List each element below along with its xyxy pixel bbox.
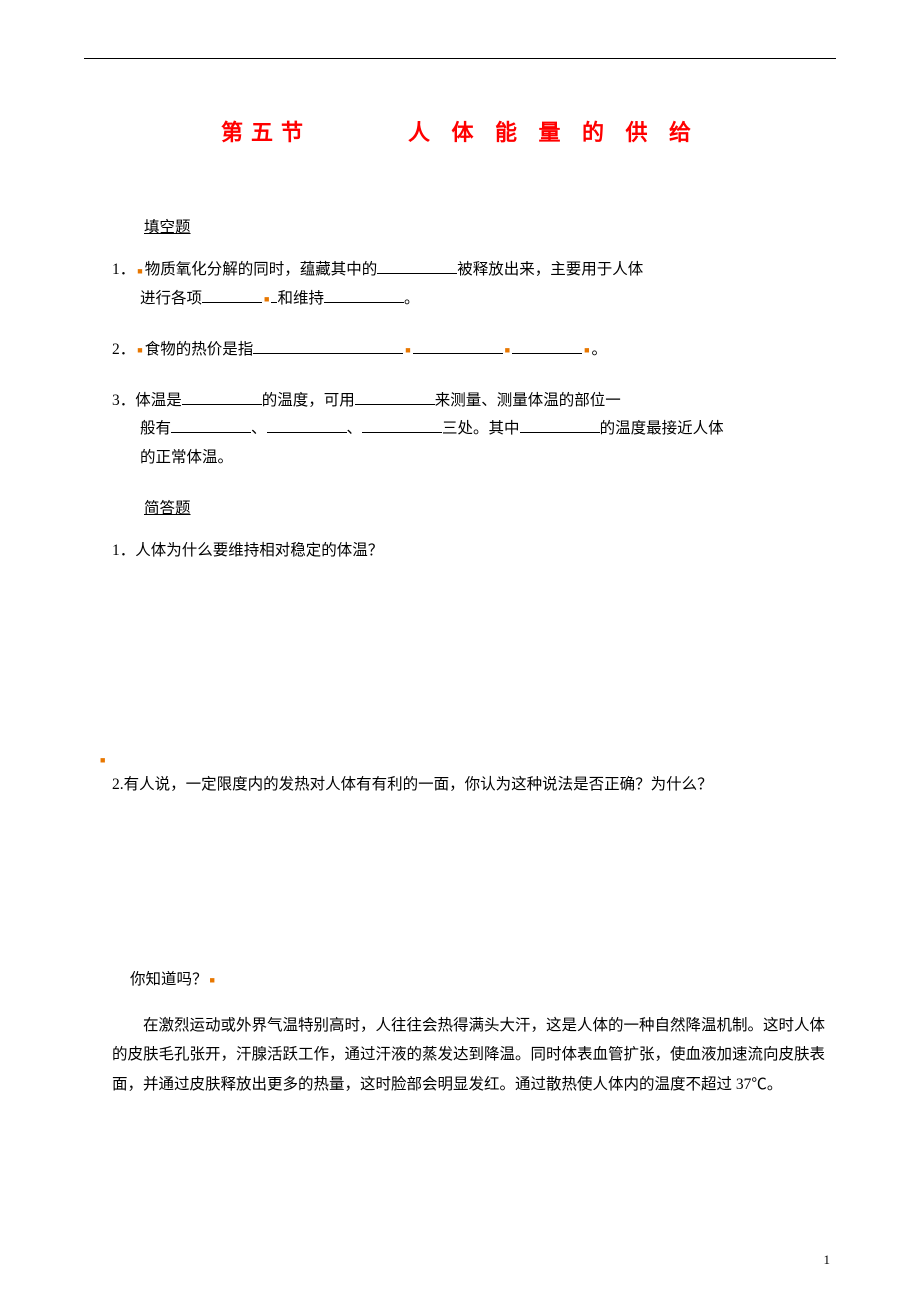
did-you-know-label: 你知道吗？■ [130, 966, 836, 995]
q1-line2-b: 和维持 [277, 290, 324, 307]
know-text: 你知道吗？ [130, 971, 208, 988]
s1-text: 1．人体为什么要维持相对稳定的体温？ [112, 542, 383, 559]
q1-line2-a: 进行各项 [140, 290, 202, 307]
short-question-1: 1．人体为什么要维持相对稳定的体温？ [84, 537, 836, 566]
blank [182, 387, 262, 405]
q3-line2-b: 、 [251, 420, 267, 437]
bullet-icon: ■ [503, 345, 512, 355]
blank [253, 336, 403, 354]
fill-question-1: 1．■物质氧化分解的同时，蕴藏其中的被释放出来，主要用于人体 进行各项■和维持。 [84, 256, 836, 313]
section-fill-in-blank: 填空题 [144, 214, 836, 243]
did-you-know-body: 在激烈运动或外界气温特别高时，人往往会热得满头大汗，这是人体的一种自然降温机制。… [84, 1011, 836, 1099]
top-rule [84, 58, 836, 59]
bullet-icon: ■ [135, 345, 144, 355]
q2-num: 2． [112, 341, 135, 358]
q3-line2-a: 般有 [140, 420, 171, 437]
q3-line2-d: 三处。其中 [442, 420, 520, 437]
q1-line2-c: 。 [404, 290, 420, 307]
blank [267, 415, 347, 433]
q3-line1-c: 来测量、测量体温的部位一 [435, 392, 621, 409]
bullet-icon: ■ [582, 345, 591, 355]
blank [512, 336, 582, 354]
q3-line1-b: 的温度，可用 [262, 392, 355, 409]
section-short-answer: 简答题 [144, 495, 836, 524]
blank [413, 336, 503, 354]
title-section-number: 第五节 [221, 120, 311, 145]
blank [355, 387, 435, 405]
bullet-icon: ■ [403, 345, 412, 355]
q2-text: 食物的热价是指 [145, 341, 254, 358]
bullet-icon: ■ [98, 755, 107, 765]
blank [171, 415, 251, 433]
blank [520, 415, 600, 433]
document-page: 第五节 人 体 能 量 的 供 给 填空题 1．■物质氧化分解的同时，蕴藏其中的… [0, 0, 920, 1099]
q1-line1-a: 物质氧化分解的同时，蕴藏其中的 [145, 261, 378, 278]
blank [377, 256, 457, 274]
bullet-icon: ■ [262, 294, 271, 304]
q2-end: 。 [592, 341, 608, 358]
q1-num: 1． [112, 261, 135, 278]
fill-question-3: 3．体温是 的温度，可用 来测量、测量体温的部位一 般有 、 、 三处。其中 的温度最接近人… [84, 387, 836, 473]
q3-line2-e: 的温度最接近人体 [600, 420, 724, 437]
blank [202, 285, 262, 303]
page-title: 第五节 人 体 能 量 的 供 给 [84, 113, 836, 154]
title-main: 人 体 能 量 的 供 给 [408, 120, 699, 145]
s2-text: 2.有人说，一定限度内的发热对人体有有利的一面，你认为这种说法是否正确？为什么？ [112, 776, 713, 793]
q1-line1-b: 被释放出来，主要用于人体 [457, 261, 643, 278]
short-question-2: 2.有人说，一定限度内的发热对人体有有利的一面，你认为这种说法是否正确？为什么？ [84, 771, 836, 800]
blank [362, 415, 442, 433]
bullet-icon: ■ [208, 975, 217, 985]
bullet-icon: ■ [135, 266, 144, 276]
q3-line3: 的正常体温。 [140, 449, 233, 466]
page-number: 1 [824, 1248, 831, 1272]
blank [324, 285, 404, 303]
q3-line1-a: 3．体温是 [112, 392, 182, 409]
q3-line2-c: 、 [347, 420, 363, 437]
fill-question-2: 2．■食物的热价是指■■■。 [84, 336, 836, 365]
